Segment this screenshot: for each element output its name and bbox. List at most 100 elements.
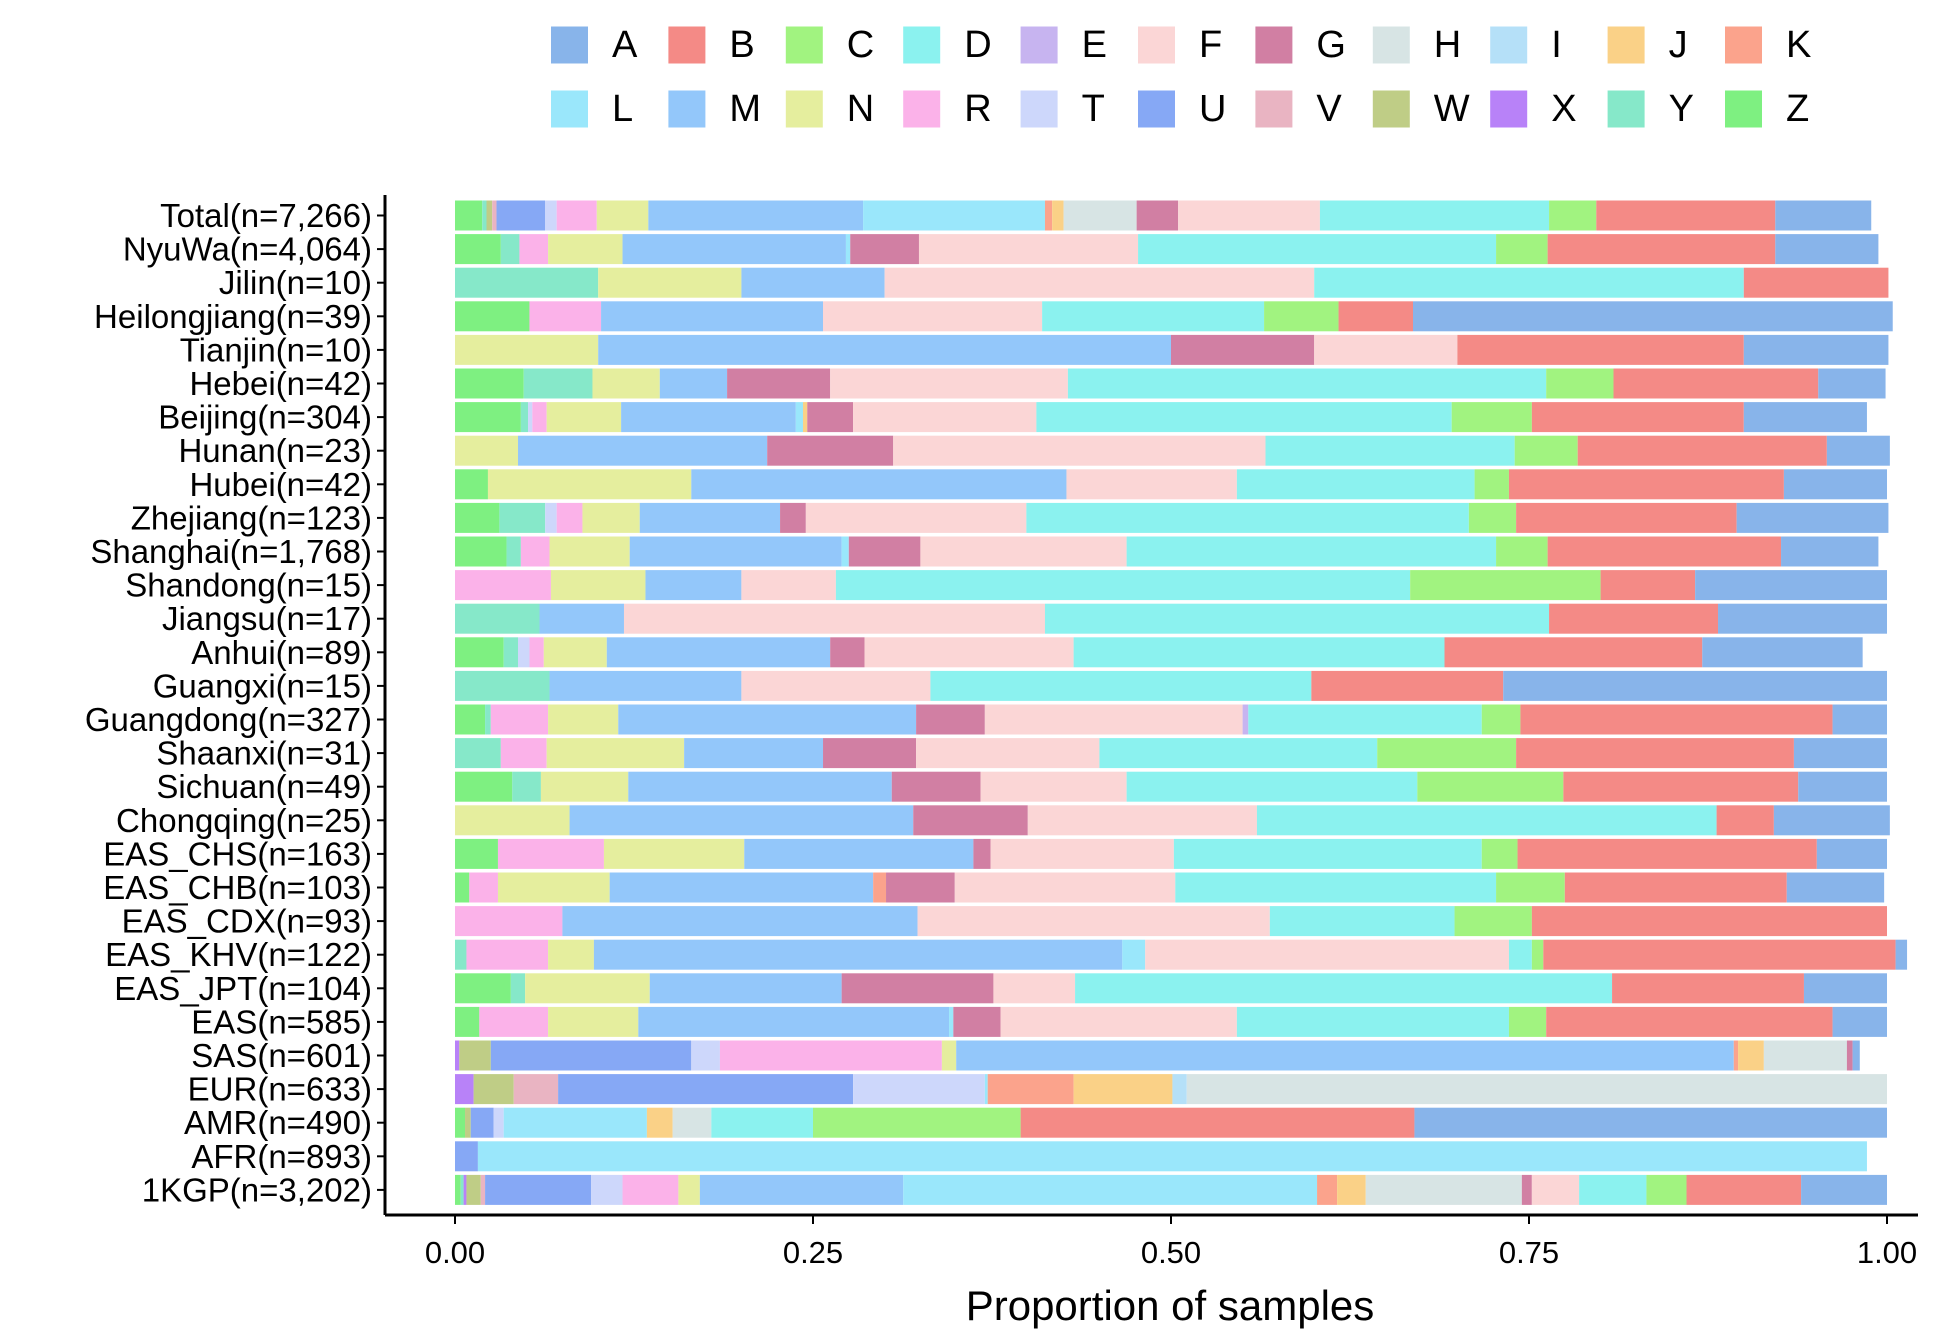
bar-shanghai-n-1-768-y (506, 536, 521, 567)
bar-shandong-n-15-b (1600, 570, 1696, 601)
category-label-nyuwa-n-4-064: NyuWa(n=4,064) (123, 231, 372, 268)
bar-eas-khv-n-122-f (1145, 939, 1509, 970)
category-label-shandong-n-15: Shandong(n=15) (125, 567, 372, 604)
bar-sas-n-601-h (1763, 1040, 1847, 1071)
bar-nyuwa-n-4-064-c (1496, 234, 1548, 265)
bar-total-n-7-266-j (1052, 200, 1064, 231)
bar-total-n-7-266-r (556, 200, 597, 231)
bar-hunan-n-23-a (1826, 435, 1890, 466)
bar-heilongjiang-n-39-f (823, 301, 1043, 332)
bar-shaanxi-n-31-m (684, 738, 824, 769)
bar-shanghai-n-1-768-b (1547, 536, 1782, 567)
bar-eas-cdx-n-93-c (1454, 906, 1532, 937)
bar-eas-khv-n-122-n (548, 939, 594, 970)
bar-jilin-n-10-n (598, 267, 742, 298)
legend-item-y: Y (1607, 88, 1694, 130)
bar-nyuwa-n-4-064-m (622, 234, 846, 265)
bar-chongqing-n-25-n (455, 805, 570, 836)
bar-sichuan-n-49-m (628, 771, 892, 802)
legend-item-a: A (551, 24, 638, 66)
category-label-eas-n-585: EAS(n=585) (191, 1003, 372, 1040)
legend-item-f: F (1138, 24, 1222, 66)
legend-label: N (847, 88, 874, 130)
bar-amr-n-490-j (646, 1107, 673, 1138)
bar-tianjin-n-10-a (1743, 334, 1889, 365)
legend-label: X (1551, 88, 1576, 130)
bar-heilongjiang-n-39-m (601, 301, 824, 332)
bar-shaanxi-n-31-y (455, 738, 501, 769)
bar-hunan-n-23-c (1514, 435, 1578, 466)
bar-heilongjiang-n-39-z (455, 301, 530, 332)
bar-1kgp-n-3-202-c (1646, 1174, 1687, 1205)
legend-item-j: J (1607, 24, 1688, 66)
bar-chongqing-n-25-f (1027, 805, 1257, 836)
bar-jilin-n-10-f (884, 267, 1315, 298)
bar-sas-n-601-m (956, 1040, 1734, 1071)
bar-1kgp-n-3-202-t (591, 1174, 623, 1205)
bar-jilin-n-10-y (455, 267, 599, 298)
x-tick-label-0-00: 0.00 (425, 1235, 485, 1270)
bar-guangxi-n-15-f (741, 670, 931, 701)
legend-swatch (668, 90, 706, 128)
category-label-sichuan-n-49: Sichuan(n=49) (156, 768, 372, 805)
bar-hubei-n-42-f (1066, 469, 1237, 500)
legend-label: F (1199, 24, 1222, 66)
legend-swatch (1138, 26, 1175, 64)
bar-sichuan-n-49-y (512, 771, 541, 802)
category-label-sas-n-601: SAS(n=601) (191, 1037, 372, 1074)
bar-beijing-n-304-g (807, 402, 854, 433)
category-label-1kgp-n-3-202: 1KGP(n=3,202) (142, 1171, 372, 1208)
bar-sas-n-601-j (1738, 1040, 1764, 1071)
bar-nyuwa-n-4-064-n (548, 234, 623, 265)
bar-anhui-n-89-d (1073, 637, 1445, 668)
bar-eas-chb-n-103-m (609, 872, 874, 903)
bar-sas-n-601-t (691, 1040, 720, 1071)
bar-anhui-n-89-z (455, 637, 504, 668)
bar-shandong-n-15-m (645, 570, 742, 601)
bar-guangdong-n-327-d (1248, 704, 1482, 735)
bar-1kgp-n-3-202-v (480, 1174, 486, 1205)
bar-eas-jpt-n-104-m (649, 973, 842, 1004)
bar-eas-chb-n-103-d (1175, 872, 1497, 903)
bar-amr-n-490-d (711, 1107, 813, 1138)
bar-hunan-n-23-n (455, 435, 519, 466)
bar-heilongjiang-n-39-a (1413, 301, 1893, 332)
bar-chongqing-n-25-a (1773, 805, 1890, 836)
legend-item-w: W (1372, 88, 1470, 130)
bar-amr-n-490-l (503, 1107, 647, 1138)
y-axis: Total(n=7,266)NyuWa(n=4,064)Jilin(n=10)H… (85, 195, 387, 1215)
x-tick-label-1-00: 1.00 (1857, 1235, 1917, 1270)
bar-hubei-n-42-c (1474, 469, 1509, 500)
bar-hunan-n-23-g (767, 435, 894, 466)
bar-shanghai-n-1-768-l (841, 536, 849, 567)
bar-eas-khv-n-122-c (1531, 939, 1544, 970)
bar-shanghai-n-1-768-f (920, 536, 1127, 567)
bar-sichuan-n-49-b (1563, 771, 1799, 802)
bar-eas-khv-n-122-r (466, 939, 549, 970)
bar-total-n-7-266-n (596, 200, 649, 231)
bar-shaanxi-n-31-n (546, 738, 685, 769)
bar-total-n-7-266-k (1044, 200, 1053, 231)
bar-sas-n-601-k (1733, 1040, 1739, 1071)
legend-item-k: K (1725, 24, 1811, 66)
bar-eas-chs-n-163-f (990, 838, 1174, 869)
bar-jiangsu-n-17-a (1718, 603, 1887, 634)
bar-eas-khv-n-122-l (1122, 939, 1146, 970)
bar-eas-cdx-n-93-b (1531, 906, 1887, 937)
bar-eas-n-585-c (1508, 1006, 1547, 1037)
bar-amr-n-490-z (455, 1107, 466, 1138)
bar-zhejiang-n-123-b (1516, 502, 1737, 533)
bar-guangdong-n-327-m (618, 704, 917, 735)
bar-hebei-n-42-y (523, 368, 593, 399)
bar-sichuan-n-49-z (455, 771, 513, 802)
bar-eas-chb-n-103-b (1564, 872, 1787, 903)
bar-eas-khv-n-122-y (455, 939, 467, 970)
bar-sas-n-601-x (455, 1040, 460, 1071)
bar-1kgp-n-3-202-a (1801, 1174, 1887, 1205)
bar-eas-cdx-n-93-m (562, 906, 918, 937)
bar-anhui-n-89-m (606, 637, 831, 668)
bar-amr-n-490-b (1020, 1107, 1415, 1138)
bar-afr-n-893-u (455, 1141, 478, 1172)
bar-eas-chb-n-103-a (1786, 872, 1885, 903)
legend-swatch (785, 26, 823, 64)
